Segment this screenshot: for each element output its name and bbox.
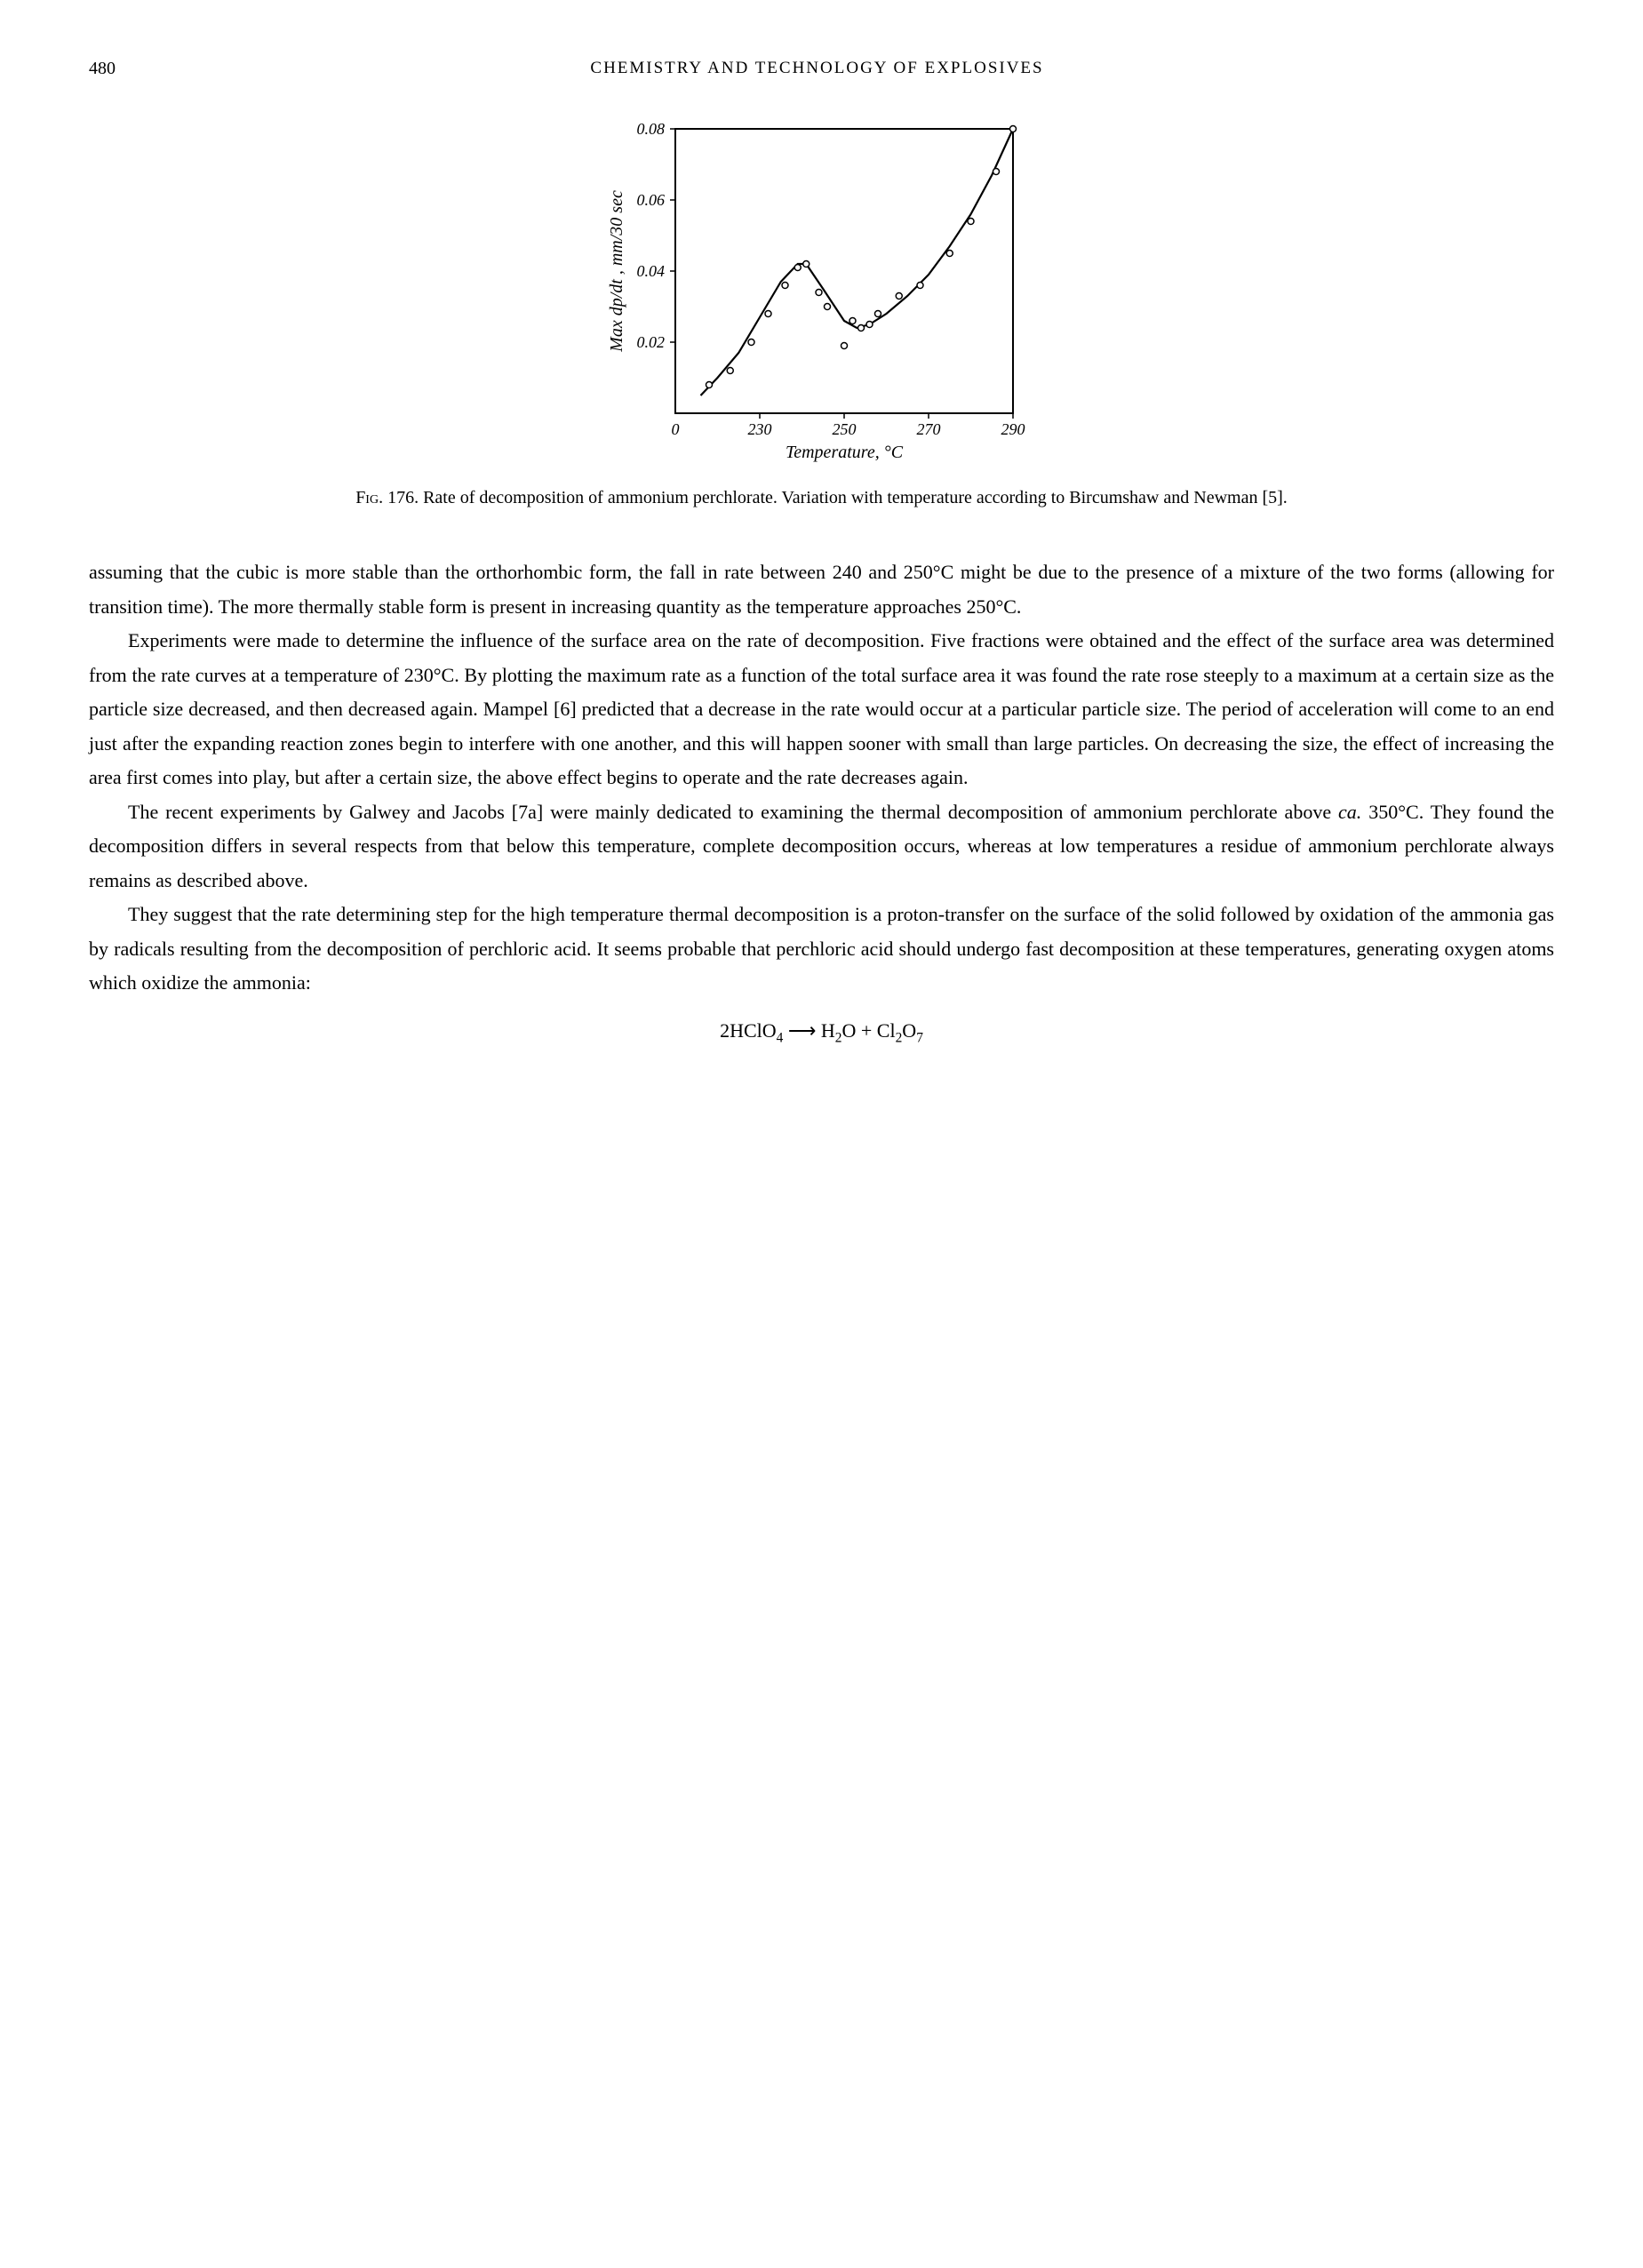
paragraph-3a: The recent experiments by Galwey and Jac… bbox=[128, 801, 1338, 823]
svg-text:0.06: 0.06 bbox=[636, 191, 665, 209]
svg-text:Temperature, °C: Temperature, °C bbox=[785, 443, 903, 462]
paragraph-3: The recent experiments by Galwey and Jac… bbox=[89, 795, 1554, 898]
svg-text:0.04: 0.04 bbox=[636, 262, 665, 280]
svg-text:250: 250 bbox=[832, 420, 856, 438]
eq-rhs3-sub: 7 bbox=[916, 1030, 923, 1045]
equation-hclo4: 2HClO4 ⟶ H2O + Cl2O7 bbox=[89, 1014, 1554, 1050]
body-text: assuming that the cubic is more stable t… bbox=[89, 555, 1554, 1001]
figure-caption-text: Rate of decomposition of ammonium perchl… bbox=[423, 488, 1288, 507]
paragraph-3-ca: ca. bbox=[1338, 801, 1361, 823]
eq-rhs1-sub: 2 bbox=[835, 1030, 842, 1045]
svg-text:Max dp/dt , mm/30 sec: Max dp/dt , mm/30 sec bbox=[607, 190, 626, 353]
eq-lhs: 2HClO bbox=[720, 1019, 777, 1042]
figure-caption-prefix: Fig. 176. bbox=[355, 488, 419, 507]
page-number: 480 bbox=[89, 53, 116, 84]
figure-caption: Fig. 176. Rate of decomposition of ammon… bbox=[199, 484, 1445, 511]
decomposition-rate-chart: 0.02 0.04 0.06 0.08 0 230 250 270 290 Temperature… bbox=[591, 111, 1053, 467]
figure-176: 0.02 0.04 0.06 0.08 0 230 250 270 290 Temperature… bbox=[89, 111, 1554, 467]
svg-text:270: 270 bbox=[916, 420, 940, 438]
paragraph-1: assuming that the cubic is more stable t… bbox=[89, 555, 1554, 624]
eq-rhs2: O + Cl bbox=[842, 1019, 896, 1042]
page-header: 480 CHEMISTRY AND TECHNOLOGY OF EXPLOSIV… bbox=[89, 53, 1554, 84]
svg-text:0.08: 0.08 bbox=[636, 120, 665, 138]
svg-text:230: 230 bbox=[747, 420, 771, 438]
svg-text:290: 290 bbox=[1001, 420, 1025, 438]
paragraph-4: They suggest that the rate determining s… bbox=[89, 898, 1554, 1001]
paragraph-2: Experiments were made to determine the i… bbox=[89, 624, 1554, 795]
svg-text:0.02: 0.02 bbox=[636, 333, 665, 351]
running-title: CHEMISTRY AND TECHNOLOGY OF EXPLOSIVES bbox=[116, 53, 1554, 84]
eq-rhs3: O bbox=[902, 1019, 916, 1042]
eq-rhs1: H bbox=[821, 1019, 835, 1042]
eq-arrow: ⟶ bbox=[783, 1019, 821, 1042]
svg-text:0: 0 bbox=[671, 420, 679, 438]
